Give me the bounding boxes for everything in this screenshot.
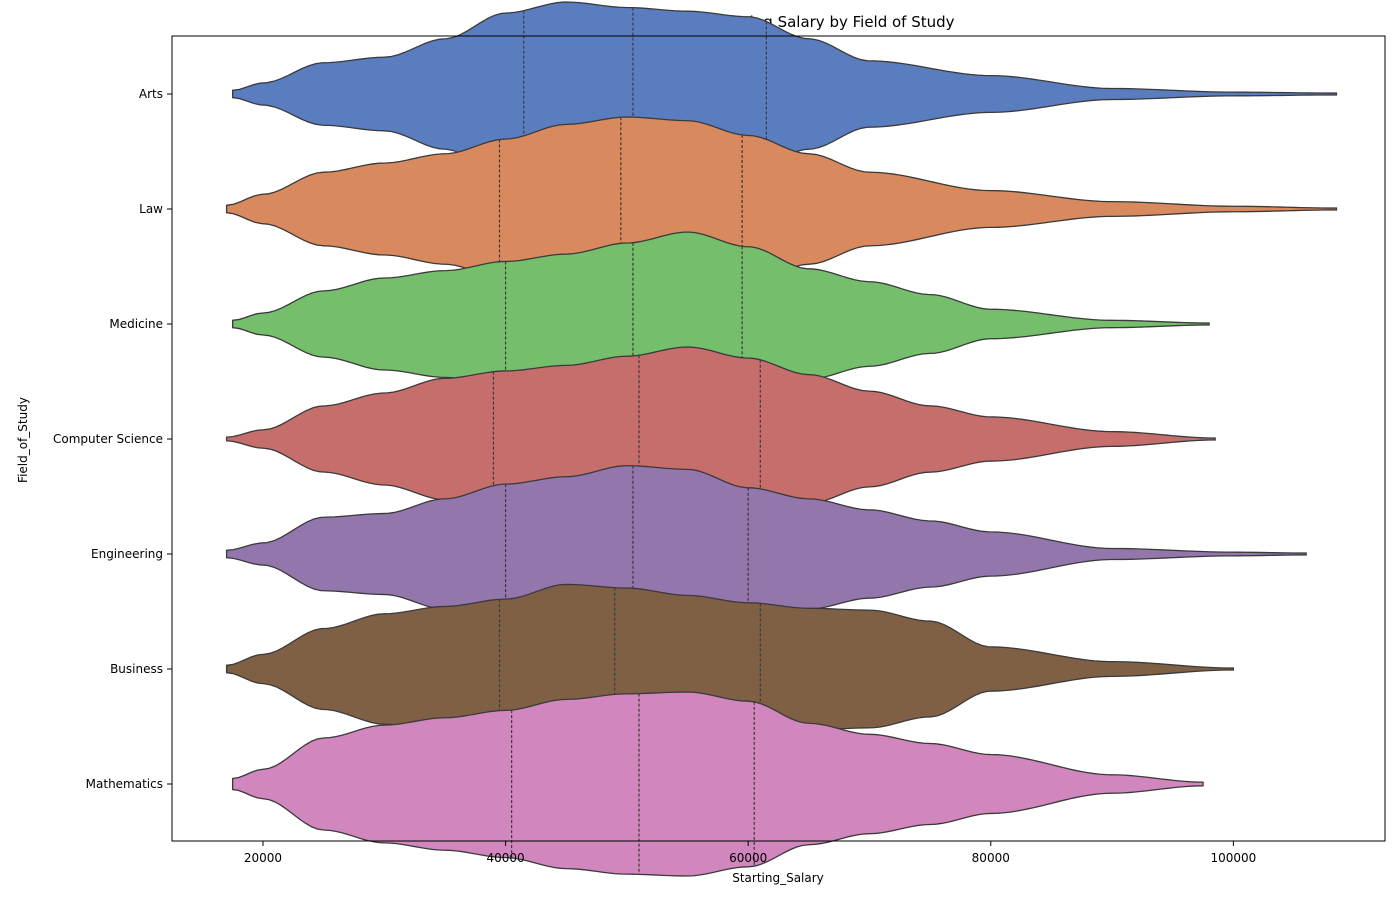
x-tick-label: 20000 (244, 851, 282, 865)
y-tick-label: Arts (139, 87, 163, 101)
violin-mathematics (232, 691, 1204, 877)
y-tick-label: Law (139, 202, 163, 216)
y-axis-title: Field_of_Study (16, 397, 30, 483)
violins-layer (225, 1, 1338, 877)
y-tick-label: Mathematics (86, 777, 163, 791)
x-tick-label: 100000 (1210, 851, 1256, 865)
y-tick-label: Computer Science (53, 432, 163, 446)
x-tick-label: 40000 (486, 851, 524, 865)
x-axis-title: Starting_Salary (732, 871, 824, 885)
y-tick-label: Engineering (91, 547, 163, 561)
y-tick-label: Medicine (109, 317, 163, 331)
x-tick-label: 60000 (729, 851, 767, 865)
x-axis-ticks: 20000 40000 60000 80000 100000 (244, 841, 1256, 865)
violin-body (232, 691, 1204, 877)
x-tick-label: 80000 (972, 851, 1010, 865)
y-tick-label: Business (110, 662, 163, 676)
y-axis-ticks: Arts Law Medicine Computer Science Engineeri… (53, 87, 172, 791)
